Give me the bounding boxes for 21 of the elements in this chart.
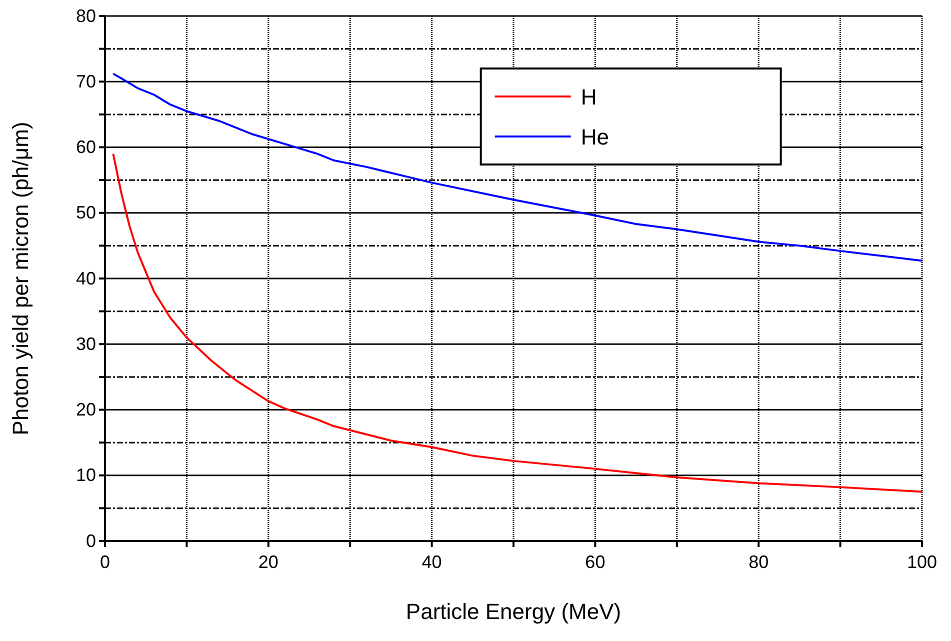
x-axis-title: Particle Energy (MeV): [406, 599, 622, 624]
y-tick-label: 40: [76, 268, 96, 288]
y-tick-label: 30: [76, 334, 96, 354]
line-series: [112, 152, 923, 493]
y-tick-label: 0: [86, 530, 96, 551]
y-tick-label: 60: [76, 137, 96, 158]
y-tick-label: 80: [76, 6, 96, 26]
x-tick-label: 60: [585, 552, 606, 572]
y-axis-title: Photon yield per micron (ph/μm): [8, 122, 33, 436]
y-tick-label: 20: [76, 400, 96, 420]
legend-label: He: [580, 124, 609, 150]
x-tick-label: 100: [906, 552, 938, 572]
x-tick-label: 40: [422, 552, 442, 572]
line-series: [112, 72, 923, 262]
x-tick-label: 80: [748, 552, 769, 572]
y-tick-label: 70: [76, 71, 96, 92]
x-tick-label: 20: [258, 552, 278, 572]
y-tick-label: 10: [76, 465, 96, 486]
legend-label: H: [580, 84, 597, 110]
x-tick-label: 0: [100, 552, 110, 572]
y-tick-label: 50: [76, 202, 96, 223]
